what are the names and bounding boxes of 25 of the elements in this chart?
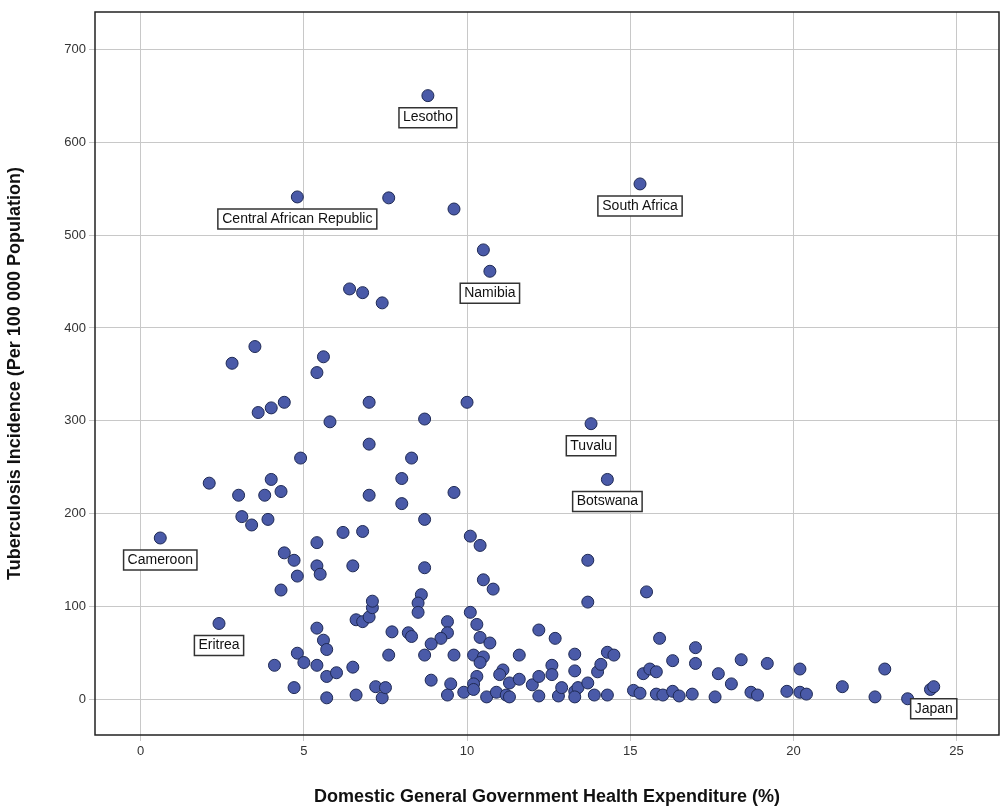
annotation: Namibia <box>464 284 516 301</box>
y-tick-label: 600 <box>64 133 86 149</box>
annotation: Cameroon <box>127 550 193 567</box>
annotation: Botswana <box>576 492 639 509</box>
annotation: Japan <box>914 699 953 716</box>
x-tick-label: 15 <box>622 743 638 759</box>
annotation: Lesotho <box>402 108 453 125</box>
y-tick-label: 200 <box>64 505 86 521</box>
annotation: Central African Republic <box>222 209 373 226</box>
y-axis-title: Tuberculosis Incidence (Per 100 000 Population) <box>3 167 24 580</box>
y-tick-label: 0 <box>78 691 86 707</box>
annotation: Eritrea <box>198 636 240 653</box>
x-tick-label: 25 <box>949 743 964 759</box>
y-tick-label: 400 <box>64 319 86 335</box>
y-tick-label: 300 <box>64 412 86 428</box>
x-tick-label: 5 <box>300 743 308 759</box>
x-tick-label: 0 <box>137 743 145 759</box>
y-tick-label: 500 <box>64 226 86 242</box>
x-tick-label: 10 <box>459 743 475 759</box>
x-axis-title: Domestic General Government Health Expenditure (%) <box>313 786 781 807</box>
y-tick-label: 100 <box>64 598 86 614</box>
annotation: Tuvalu <box>570 436 612 453</box>
y-tick-label: 700 <box>64 40 86 56</box>
x-tick-label: 20 <box>786 743 801 759</box>
annotation: South Africa <box>602 196 678 213</box>
